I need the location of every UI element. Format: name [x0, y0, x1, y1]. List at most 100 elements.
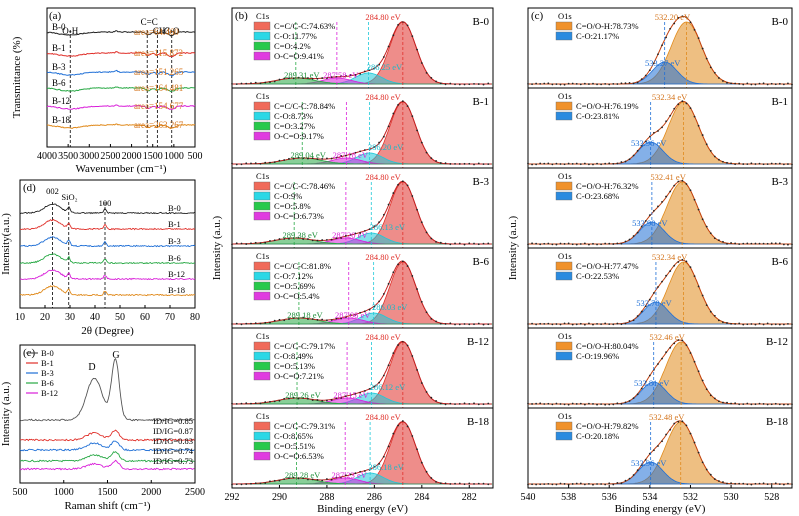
panel-b-peak-value: 287.08 eV	[335, 310, 371, 320]
panel-b-legend-swatch	[253, 101, 271, 111]
panel-b-data-point	[283, 77, 286, 80]
panel-b-label: (b)	[235, 10, 248, 22]
panel-c-data-point	[722, 401, 724, 404]
panel-c-legend-swatch	[555, 421, 573, 431]
panel-c-legend-label: C=O/O-H:77.47%	[576, 261, 639, 271]
panel-b-data-point	[311, 239, 314, 242]
panel-b-data-point	[307, 157, 309, 160]
panel-c-data-point	[543, 322, 546, 325]
panel-c-data-point	[632, 397, 635, 400]
panel-c-legend-swatch	[555, 271, 573, 281]
panel-b-data-point	[340, 397, 343, 399]
panel-c-data-point	[588, 322, 590, 325]
panel-c-data-point	[681, 339, 684, 342]
panel-b-core-level: C1s	[256, 411, 269, 421]
panel-e-ratio-label: ID/IG=0.83	[153, 436, 193, 446]
panel-c-data-point	[632, 235, 635, 237]
panel-c-data-point	[717, 400, 720, 403]
panel-b-data-point	[444, 83, 447, 86]
panel-b-data-point	[321, 157, 324, 160]
panel-c-data-point	[555, 483, 558, 486]
panel-d-series-label: B-12	[168, 269, 185, 279]
panel-b-peak-value: 286.03 eV	[372, 302, 408, 312]
panel-b-legend-swatch	[253, 361, 271, 371]
panel-d-x-tick-label: 10	[15, 312, 25, 323]
panel-c-data-point	[774, 323, 777, 326]
panel-b-data-point	[378, 141, 381, 144]
panel-c-data-point	[791, 483, 793, 486]
panel-d-series-line	[19, 285, 195, 297]
panel-c-data-point	[600, 163, 603, 166]
panel-b-data-point	[250, 402, 252, 405]
panel-b-data-point	[240, 402, 243, 405]
panel-b-x-tick-label: 292	[225, 492, 240, 503]
panel-c-legend-label: C-O:23.81%	[576, 111, 619, 121]
panel-c-data-point	[527, 402, 529, 405]
panel-c-data-point	[636, 393, 639, 396]
panel-c-data-point	[547, 402, 550, 405]
panel-c-x-tick-label: 528	[764, 492, 779, 503]
panel-e-xlabel: Raman shift (cm⁻¹)	[64, 500, 150, 512]
panel-c-data-point	[616, 482, 619, 484]
panel-a-ylabel: Transmittance (%)	[11, 36, 23, 118]
panel-b-legend-label: C-O:8.65%	[274, 431, 313, 441]
panel-c-data-point	[648, 69, 651, 72]
panel-c-legend-swatch	[555, 111, 573, 121]
panel-c-data-point	[596, 162, 598, 165]
panel-c-core-level: O1s	[558, 331, 572, 341]
panel-c-data-point	[531, 83, 533, 86]
panel-b-data-point	[416, 448, 418, 451]
panel-e-peak-label: D	[88, 362, 95, 373]
panel-b-legend-label: C=C/C-C:74.63%	[274, 21, 335, 31]
panel-b-data-point	[354, 393, 357, 395]
panel-e-ratio-label: ID/IG=0.87	[153, 426, 193, 436]
panel-c-data-point	[705, 143, 708, 146]
panel-c-data-point	[567, 322, 570, 325]
panel-c-data-point	[612, 162, 615, 165]
panel-c-data-point	[762, 323, 765, 326]
panel-c-data-point	[596, 83, 598, 86]
panel-b-data-point	[359, 391, 362, 394]
panel-b-data-point	[273, 400, 276, 403]
panel-b-data-point	[354, 314, 357, 316]
panel-c-data-point	[717, 480, 720, 482]
panel-c-data-point	[547, 242, 550, 245]
panel-b-data-point	[297, 156, 300, 159]
panel-b-data-point	[231, 402, 233, 405]
panel-c-data-point	[604, 162, 607, 165]
panel-c-data-point	[547, 322, 550, 325]
panel-b-legend-label: C=C/C-C:79.31%	[274, 421, 335, 431]
panel-c-data-point	[661, 440, 663, 443]
panel-c-data-point	[563, 322, 566, 325]
panel-b-data-point	[297, 236, 300, 239]
panel-c-data-point	[665, 36, 667, 39]
panel-c-data-point	[722, 160, 724, 163]
panel-b-data-point	[259, 162, 262, 165]
panel-c-data-point	[742, 323, 745, 326]
panel-b-legend-label: C-O:7.12%	[274, 271, 313, 281]
panel-b-data-point	[264, 321, 267, 324]
panel-b-data-point	[378, 300, 381, 303]
panel-c-data-point	[535, 82, 538, 85]
panel-b-data-point	[288, 157, 290, 160]
panel-b-data-point	[449, 82, 452, 85]
panel-c-data-point	[616, 322, 619, 325]
panel-c-data-point	[535, 242, 538, 245]
panel-b-data-point	[420, 62, 423, 64]
panel-c-legend-label: C-O:20.18%	[576, 431, 619, 441]
panel-c-data-point	[559, 163, 562, 165]
panel-a-series-label: B-0	[52, 22, 66, 32]
panel-d-series-label: B-6	[168, 253, 181, 263]
panel-b-data-point	[307, 478, 309, 481]
panel-b-data-point	[473, 402, 475, 405]
panel-b-data-point	[435, 400, 437, 402]
panel-c-data-point	[527, 83, 529, 85]
panel-b-legend-swatch	[253, 451, 271, 461]
panel-b-data-point	[321, 479, 324, 482]
panel-c-data-point	[754, 403, 757, 406]
panel-b-data-point	[254, 81, 257, 84]
panel-c-sample-name: B-18	[766, 416, 789, 428]
panel-c-peak-value: 532.34 eV	[652, 92, 688, 102]
panel-c-x-tick-label: 540	[521, 492, 536, 503]
panel-b-data-point	[435, 320, 437, 323]
